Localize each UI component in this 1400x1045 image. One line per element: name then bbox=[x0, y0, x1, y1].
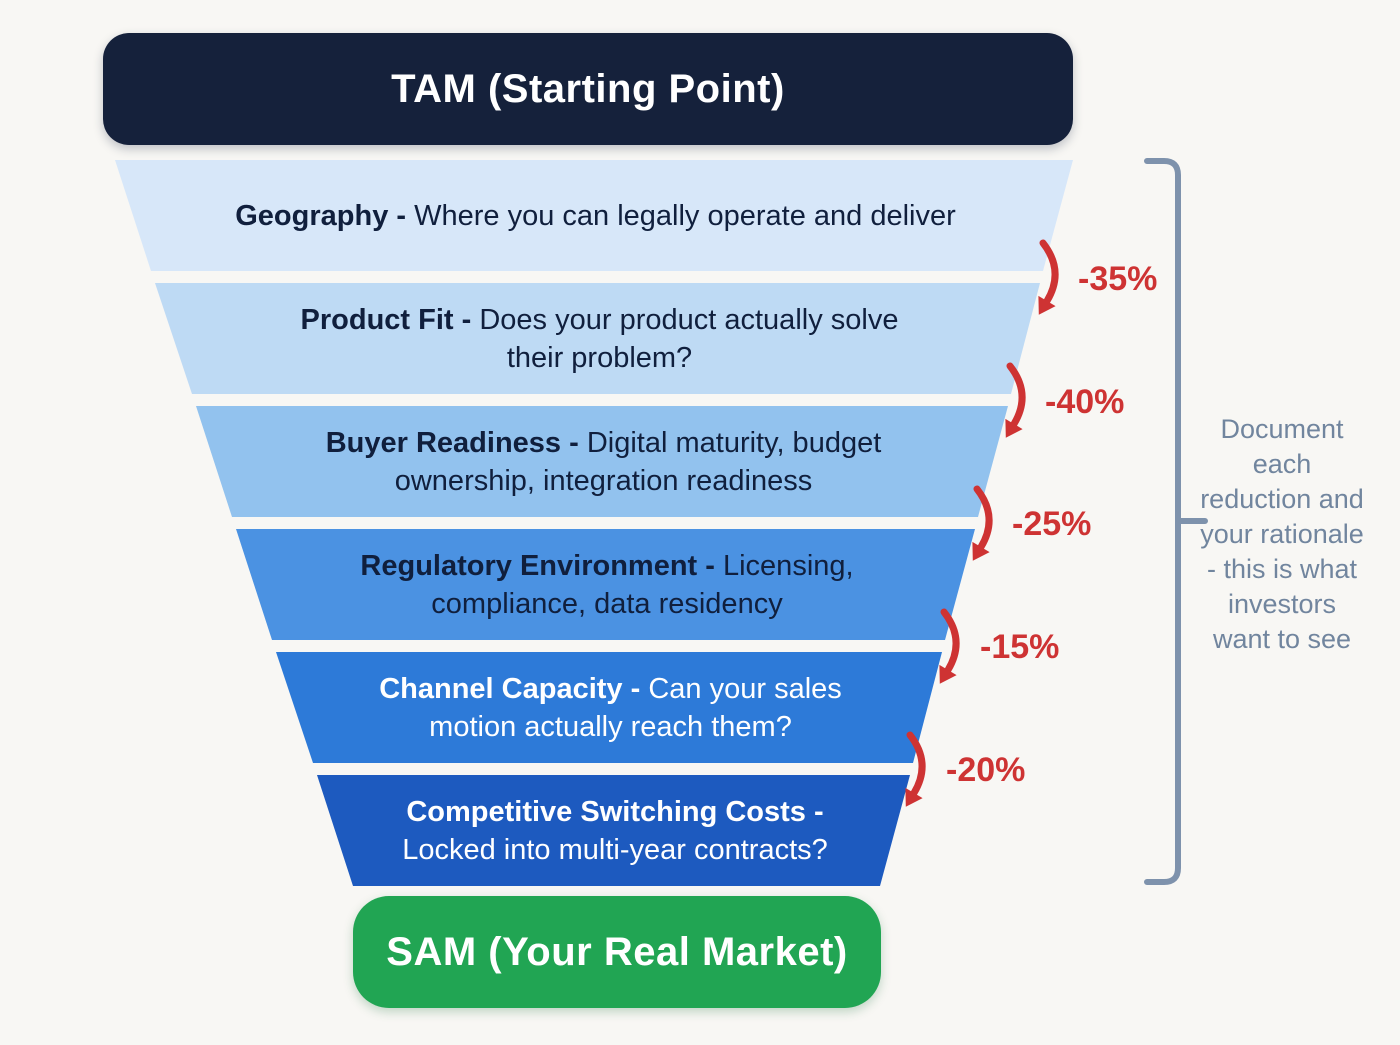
funnel-band-1-shape bbox=[115, 160, 1073, 271]
reduction-label: -35% bbox=[1078, 260, 1158, 298]
stage-text-line: Buyer Readiness - Digital maturity, budg… bbox=[325, 426, 882, 459]
funnel-stage-regulatory-environment: Regulatory Environment - Licensing, comp… bbox=[254, 529, 960, 640]
funnel-band-5-shape bbox=[276, 652, 942, 763]
funnel-stage-buyer-readiness: Buyer Readiness - Digital maturity, budg… bbox=[214, 406, 993, 517]
sam-banner-label: SAM (Your Real Market) bbox=[386, 929, 848, 974]
bracket-icon bbox=[1144, 158, 1208, 885]
stage-text-line: their problem? bbox=[506, 341, 693, 374]
reduction-label: -15% bbox=[980, 628, 1060, 666]
stage-text-line: Regulatory Environment - Licensing, bbox=[360, 549, 854, 582]
funnel-band-2-shape bbox=[155, 283, 1040, 394]
stage-text-line: ownership, integration readiness bbox=[394, 464, 813, 497]
stage-text-line: Channel Capacity - Can your sales bbox=[379, 672, 842, 705]
funnel-band-6-shape bbox=[317, 775, 910, 886]
stage-text-line: Product Fit - Does your product actually… bbox=[300, 303, 899, 336]
sam-banner: SAM (Your Real Market) bbox=[353, 896, 881, 1008]
funnel-stage-geography: Geography - Where you can legally operat… bbox=[133, 160, 1058, 271]
funnel-band-4-shape bbox=[236, 529, 975, 640]
stage-text-line: Locked into multi-year contracts? bbox=[402, 833, 828, 866]
stage-text-line: motion actually reach them? bbox=[429, 710, 792, 743]
stage-text-line: compliance, data residency bbox=[431, 587, 783, 620]
funnel-band-3-shape bbox=[196, 406, 1008, 517]
funnel-stage-product-fit: Product Fit - Does your product actually… bbox=[173, 283, 1026, 394]
stage-text-line: Geography - Where you can legally operat… bbox=[235, 199, 956, 232]
tam-banner: TAM (Starting Point) bbox=[103, 33, 1073, 145]
stage-text-line: Competitive Switching Costs - bbox=[406, 795, 824, 828]
funnel-stage-competitive-switching-costs: Competitive Switching Costs - Locked int… bbox=[335, 775, 895, 886]
annotation-text: Document each reduction and your rationa… bbox=[1200, 414, 1364, 654]
tam-banner-label: TAM (Starting Point) bbox=[391, 66, 785, 111]
reduction-label: -25% bbox=[1012, 505, 1092, 543]
reduction-label: -20% bbox=[946, 751, 1026, 789]
funnel-stage-channel-capacity: Channel Capacity - Can your sales motion… bbox=[294, 652, 927, 763]
reduction-label: -40% bbox=[1045, 383, 1125, 421]
